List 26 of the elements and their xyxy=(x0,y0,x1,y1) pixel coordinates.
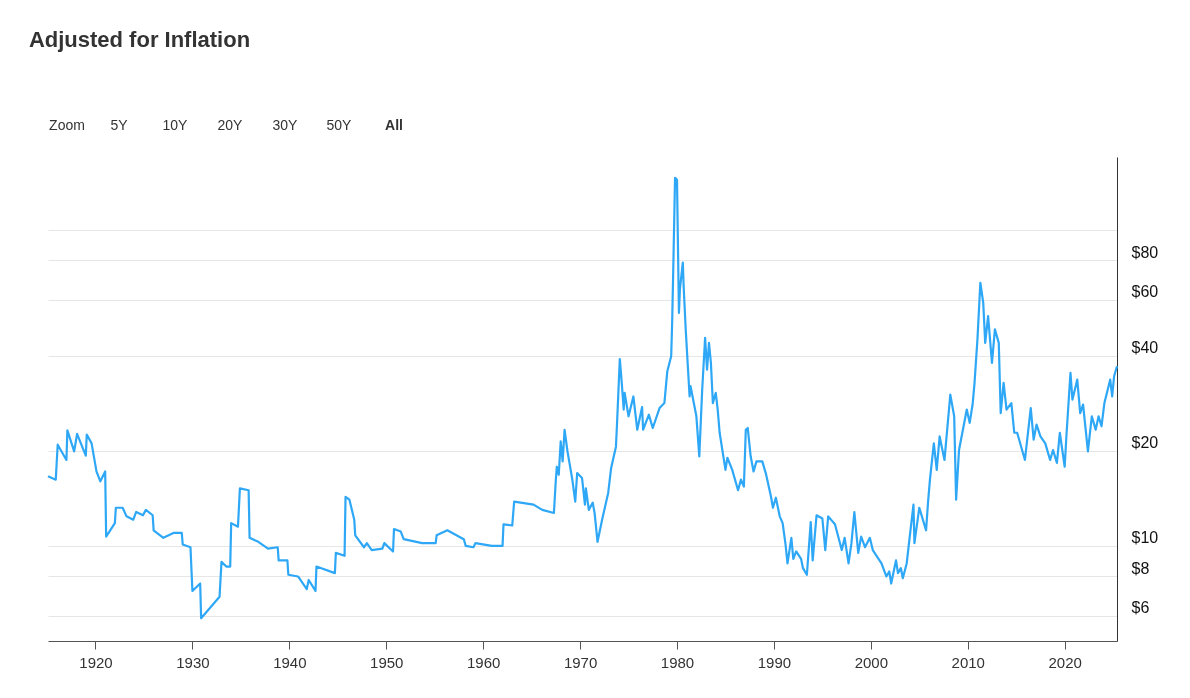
x-tick-label: 2000 xyxy=(854,653,889,671)
x-tick-label: 2020 xyxy=(1048,653,1082,671)
y-tick-label: $20 xyxy=(1131,434,1159,452)
x-tick-label: 2010 xyxy=(951,653,985,671)
x-tick-label: 1930 xyxy=(176,653,210,671)
y-tick-label: $40 xyxy=(1131,339,1159,357)
text: All xyxy=(385,117,403,133)
y-tick-label: $6 xyxy=(1131,599,1150,617)
y-tick-label: $60 xyxy=(1131,283,1159,301)
y-tick-label: $10 xyxy=(1131,529,1159,547)
x-tick-label: 1960 xyxy=(466,653,501,671)
text: 30Y xyxy=(272,117,299,133)
text: 20Y xyxy=(217,117,244,133)
x-tick-label: 1940 xyxy=(273,653,307,671)
x-tick-label: 1950 xyxy=(370,653,404,671)
x-tick-label: 1970 xyxy=(563,653,598,671)
y-tick-label: $8 xyxy=(1131,559,1150,577)
text: Zoom xyxy=(49,117,85,133)
y-tick-label: $80 xyxy=(1131,243,1159,261)
text: 50Y xyxy=(326,117,353,133)
x-tick-label: 1920 xyxy=(79,653,113,671)
text: 10Y xyxy=(162,117,189,133)
x-tick-label: 1990 xyxy=(757,653,792,671)
text: 5Y xyxy=(110,117,129,133)
x-tick-label: 1980 xyxy=(660,653,695,671)
chart-title: Adjusted for Inflation xyxy=(28,27,251,52)
